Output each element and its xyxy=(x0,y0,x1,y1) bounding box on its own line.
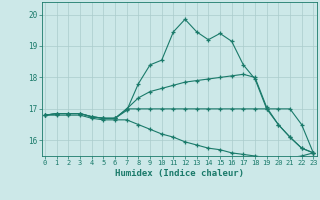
X-axis label: Humidex (Indice chaleur): Humidex (Indice chaleur) xyxy=(115,169,244,178)
